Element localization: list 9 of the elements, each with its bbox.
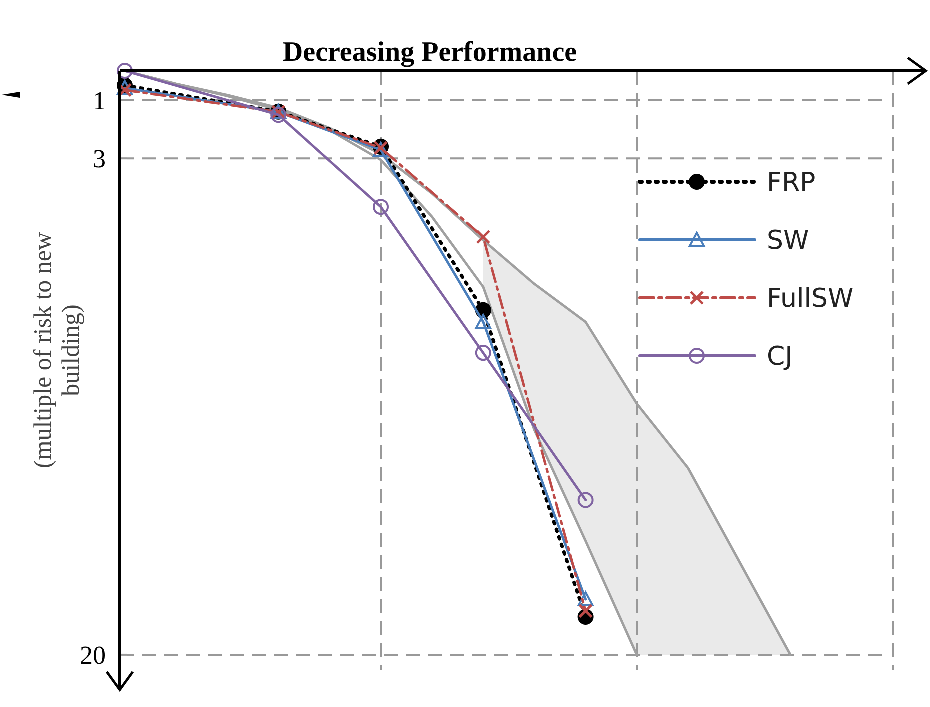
chart-title: Decreasing Performance: [282, 37, 578, 68]
y-axis-title: (multiple of risk to new building): [30, 232, 85, 469]
legend-label: SW: [767, 226, 810, 256]
y-tick-label: 20: [80, 641, 106, 670]
legend-label: FRP: [767, 168, 816, 198]
legend-label: FullSW: [767, 284, 854, 314]
y-tick-label: 3: [93, 144, 106, 174]
y-tick-label: 1: [93, 86, 106, 116]
legend-label: CJ: [767, 342, 793, 372]
